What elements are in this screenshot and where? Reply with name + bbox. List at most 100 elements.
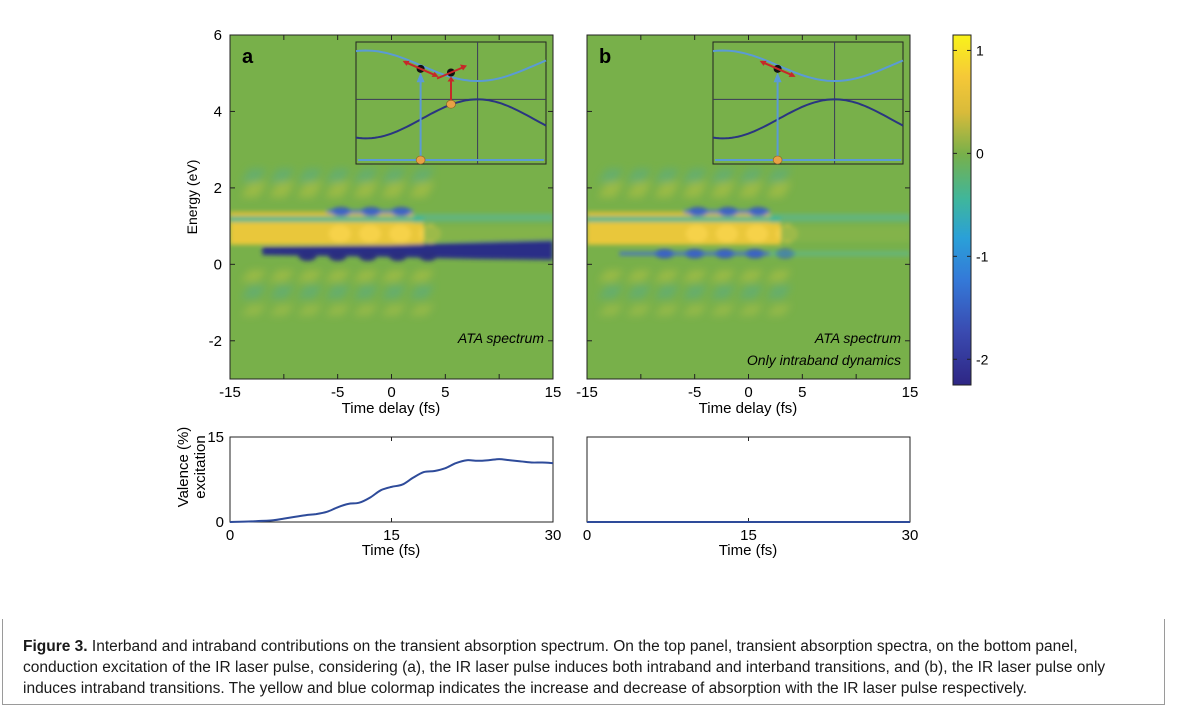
fringe xyxy=(653,285,680,299)
fringe xyxy=(408,304,435,316)
inset-frame xyxy=(712,41,904,165)
fringe xyxy=(324,270,351,282)
fringe xyxy=(625,270,652,282)
colorbar-tick-label: -2 xyxy=(976,351,989,367)
fringe xyxy=(597,182,624,198)
valence-band-curve xyxy=(712,98,904,140)
x-tick-label: 5 xyxy=(798,384,806,401)
fringe xyxy=(765,304,792,316)
band-negative-lower-blob xyxy=(358,250,377,261)
excitation-plot-b: 0 15 30 xyxy=(583,436,918,544)
fringe xyxy=(625,182,652,198)
fringe xyxy=(625,285,652,299)
colorbar: 1 0 -1 -2 xyxy=(952,34,989,386)
arrow-head xyxy=(416,72,425,83)
fringe xyxy=(408,182,435,198)
hole-dot xyxy=(772,155,783,165)
excitation-ylabel-line1: Valence (%) xyxy=(175,427,192,508)
fringe xyxy=(737,304,764,316)
fringe xyxy=(408,270,435,282)
x-tick-label: -5 xyxy=(688,384,701,401)
heatmap-b-xlabel: Time delay (fs) xyxy=(699,400,798,417)
y-tick-label: 6 xyxy=(214,27,222,44)
band-diagram-inset-a xyxy=(355,41,547,165)
band-positive-lower-hotspot xyxy=(685,224,708,243)
fringe xyxy=(380,182,407,198)
fringe xyxy=(597,270,624,282)
fringe xyxy=(380,285,407,299)
fringe xyxy=(653,304,680,316)
band-negative-lower-blob xyxy=(419,250,438,261)
fringe xyxy=(240,182,267,198)
band-negative-upper-line xyxy=(683,209,771,214)
fringe xyxy=(352,304,379,316)
fringe xyxy=(653,168,680,183)
arrow-head xyxy=(460,64,467,71)
fringe xyxy=(324,304,351,316)
fringe xyxy=(681,182,708,198)
fringe xyxy=(240,285,267,299)
y-tick-label: -2 xyxy=(209,333,222,350)
fringe xyxy=(240,270,267,282)
x-tick-label: 0 xyxy=(387,384,395,401)
fringe xyxy=(324,168,351,183)
fringe xyxy=(408,168,435,183)
band-separator xyxy=(587,216,781,222)
band-negative-lower-blob xyxy=(328,250,347,261)
panel-label-a: a xyxy=(242,46,254,68)
arrow-head xyxy=(759,60,767,66)
fringe xyxy=(296,182,323,198)
y-tick-label: 4 xyxy=(214,103,222,120)
caption-frame xyxy=(2,619,1165,705)
hole-dot xyxy=(415,155,426,165)
x-tick-label: 0 xyxy=(744,384,752,401)
fringe xyxy=(324,285,351,299)
fringe xyxy=(625,168,652,183)
fringe xyxy=(380,168,407,183)
x-tick-label: 15 xyxy=(740,527,757,544)
fringe xyxy=(709,270,736,282)
line-plot-frame xyxy=(586,436,911,523)
heatmap-axes-b: -15 -5 0 5 15 xyxy=(576,34,918,401)
colorbar-tick-label: 0 xyxy=(976,145,984,161)
band-tail-lower xyxy=(423,225,553,242)
fringe-pattern xyxy=(597,168,792,316)
conduction-band-curve xyxy=(712,49,904,82)
heatmap-a-xlabel: Time delay (fs) xyxy=(342,400,441,417)
fringe xyxy=(240,168,267,183)
fringe xyxy=(597,285,624,299)
fringe xyxy=(296,168,323,183)
fringe xyxy=(737,270,764,282)
fringe xyxy=(240,304,267,316)
fringe xyxy=(681,285,708,299)
colorbar-tick-label: 1 xyxy=(976,42,984,58)
excitation-b-xlabel: Time (fs) xyxy=(719,542,778,559)
intraband-arrow xyxy=(436,65,466,80)
band-positive-lower-hotspot xyxy=(715,224,738,243)
figure-caption: Figure 3. Interband and intraband contri… xyxy=(23,636,1143,699)
fringe xyxy=(352,168,379,183)
fringe xyxy=(268,285,295,299)
excitation-plot-a: 0 15 30 0 15 xyxy=(207,429,561,544)
annotation-b-line2: Only intraband dynamics xyxy=(747,352,901,368)
fringe xyxy=(737,182,764,198)
arrow-head xyxy=(431,71,439,77)
fringe xyxy=(296,270,323,282)
x-tick-label: -5 xyxy=(331,384,344,401)
fringe xyxy=(653,270,680,282)
band-positive-lower-hotspot xyxy=(389,224,412,243)
arrow-head xyxy=(402,60,410,66)
heatmap-axes-a: -15 -5 0 5 15 -2 0 2 4 6 xyxy=(209,27,562,401)
caption-text: Interband and intraband contributions on… xyxy=(23,638,1106,697)
fringe xyxy=(765,270,792,282)
heatmap-ylabel: Energy (eV) xyxy=(184,160,200,235)
line-plot-frame xyxy=(229,436,554,523)
band-separator xyxy=(230,216,424,222)
annotation-b-line1: ATA spectrum xyxy=(814,330,901,346)
y-tick-label: 2 xyxy=(214,180,222,197)
caption-label: Figure 3. xyxy=(23,638,88,655)
fringe xyxy=(352,182,379,198)
y-tick-label: 0 xyxy=(214,256,222,273)
arrow-head xyxy=(447,76,455,82)
excitation-curve xyxy=(229,458,554,523)
